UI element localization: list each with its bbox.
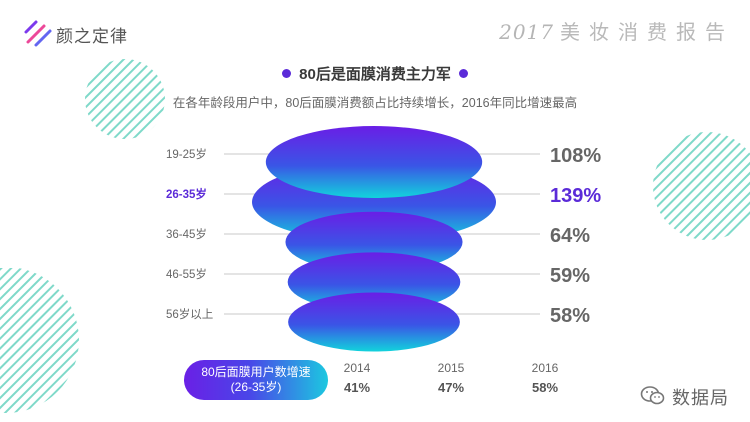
value-label: 59%	[550, 265, 590, 287]
header: 颜之定律 2017 美妆消费报告	[0, 0, 750, 60]
user-growth-label-line2: (26-35岁)	[230, 380, 282, 394]
bubble-19-25岁	[265, 126, 483, 198]
value-label: 139%	[550, 185, 601, 207]
year-column-2016: 2016 58%	[515, 361, 575, 395]
value-label: 108%	[550, 145, 601, 167]
category-label: 19-25岁	[166, 147, 207, 161]
report-year: 2017	[499, 20, 554, 44]
title-dot-right-icon	[458, 69, 468, 78]
chart-title: 80后是面膜消费主力军	[282, 63, 468, 84]
decor-stripe-circle-top-left	[85, 59, 165, 139]
chart-title-wrap: 80后是面膜消费主力军	[0, 63, 750, 84]
year-label: 2015	[437, 361, 465, 375]
report-title-text: 美妆消费报告	[560, 20, 734, 44]
report-title: 2017 美妆消费报告	[499, 16, 734, 45]
decor-stripe-circle-bottom-left	[0, 268, 79, 413]
chart-title-text: 80后是面膜消费主力军	[299, 66, 451, 83]
wechat-icon	[640, 386, 665, 405]
year-column-2014: 2014 41%	[327, 361, 387, 395]
value-label: 64%	[550, 225, 590, 247]
year-column-2015: 2015 47%	[421, 361, 481, 395]
category-label: 56岁以上	[166, 307, 213, 321]
chart-subtitle: 在各年龄段用户中，80后面膜消费额占比持续增长，2016年同比增速最高	[172, 96, 578, 110]
category-label: 26-35岁	[166, 187, 207, 201]
year-growth-value: 41%	[343, 380, 371, 395]
year-label: 2014	[343, 361, 371, 375]
watermark-text: 数据局	[672, 388, 729, 408]
decor-stripe-circle-right	[653, 132, 750, 240]
year-growth-value: 47%	[437, 380, 465, 395]
category-label: 46-55岁	[166, 267, 207, 281]
brand-name: 颜之定律	[56, 27, 128, 46]
brand-logo-icon	[24, 20, 52, 47]
year-label: 2016	[531, 361, 559, 375]
year-growth-value: 58%	[531, 380, 559, 395]
user-growth-label-line1: 80后面膜用户数增速	[201, 365, 311, 379]
value-label: 58%	[550, 305, 590, 327]
watermark: 数据局	[640, 383, 745, 409]
title-dot-left-icon	[282, 69, 292, 78]
user-growth-label: 80后面膜用户数增速 (26-35岁)	[184, 360, 328, 400]
bubble-56岁以上	[288, 292, 460, 352]
category-label: 36-45岁	[166, 227, 207, 241]
